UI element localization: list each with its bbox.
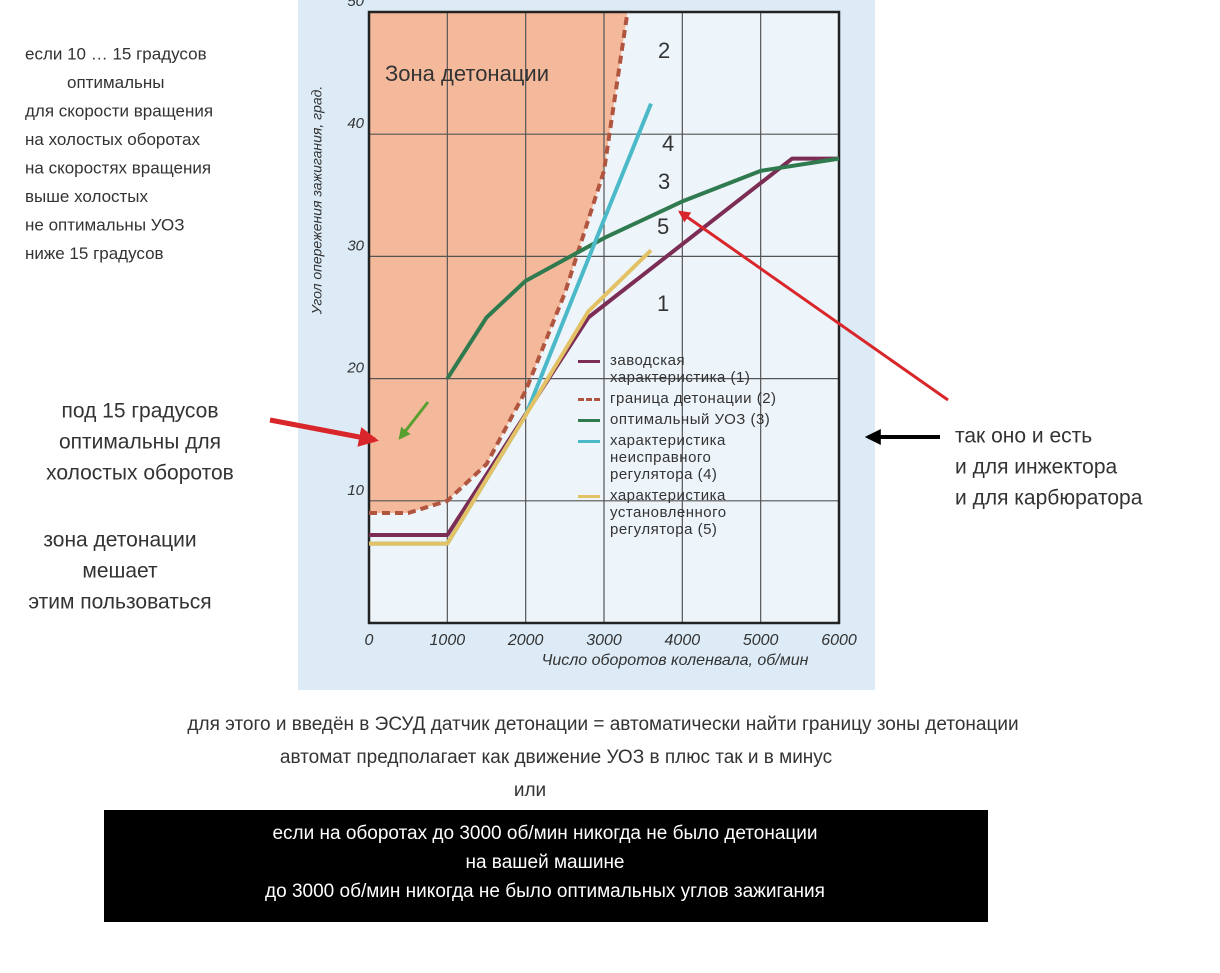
curve-label: 3 xyxy=(658,169,670,194)
note-line: и для инжектора xyxy=(955,456,1117,479)
notes: если 10 … 15 градусов оптимальны для скоро… xyxy=(25,44,1143,902)
legend-swatch xyxy=(578,440,600,443)
series-line xyxy=(369,156,839,538)
arrow xyxy=(269,417,379,447)
legend-label: оптимальный УОЗ (3) xyxy=(610,411,771,428)
legend-label: характеристика установленного регулятора… xyxy=(610,487,727,538)
note-line: для скорости вращения xyxy=(25,101,213,120)
x-tick-label: 0 xyxy=(365,632,374,649)
y-tick-label: 10 xyxy=(347,482,364,499)
legend-swatch xyxy=(578,419,600,422)
x-tick-label: 3000 xyxy=(586,632,622,649)
note-box xyxy=(104,810,988,922)
note-line: если на оборотах до 3000 об/мин никогда … xyxy=(272,823,817,844)
x-tick-label: 5000 xyxy=(743,632,779,649)
note-line: не оптимальны УОЗ xyxy=(25,215,184,234)
zone-label: Зона детонации xyxy=(385,61,549,86)
note-line: на холостых оборотах xyxy=(25,130,200,149)
curve-label: 2 xyxy=(658,38,670,63)
y-axis-title: Угол опережения зажигания, град. xyxy=(309,86,325,316)
detonation-zone xyxy=(369,12,628,514)
legend-item: граница детонации (2) xyxy=(578,390,848,407)
x-tick-label: 1000 xyxy=(430,632,466,649)
x-tick-label: 2000 xyxy=(507,632,544,649)
note-line: выше холостых xyxy=(25,187,149,206)
legend-label: заводская характеристика (1) xyxy=(610,352,751,386)
legend-swatch xyxy=(578,495,600,498)
note-line: этим пользоваться xyxy=(28,591,211,614)
note-line: оптимальны для xyxy=(59,431,221,454)
note-line: автомат предполагает как движение УОЗ в … xyxy=(280,747,832,768)
curve-label: 4 xyxy=(662,131,674,156)
note-line: для этого и введён в ЭСУД датчик детонац… xyxy=(187,714,1018,735)
note-line: и для карбюратора xyxy=(955,487,1143,510)
legend-label: граница детонации (2) xyxy=(610,390,777,407)
series-line xyxy=(369,11,630,516)
y-tick-label: 20 xyxy=(346,360,364,377)
note-line: ниже 15 градусов xyxy=(25,244,164,263)
legend-item: характеристика установленного регулятора… xyxy=(578,487,848,538)
curve-label: 5 xyxy=(657,214,669,239)
x-tick-label: 6000 xyxy=(821,632,857,649)
note-line: на скоростях вращения xyxy=(25,158,211,177)
y-tick-label: 40 xyxy=(347,115,364,132)
series-line xyxy=(445,156,840,380)
note-line: зона детонации xyxy=(43,529,196,552)
note-line: холостых оборотов xyxy=(46,462,234,485)
legend-swatch xyxy=(578,360,600,363)
curve-label: 1 xyxy=(657,291,669,316)
x-axis-title: Число оборотов коленвала, об/мин xyxy=(542,652,809,669)
arrow xyxy=(678,210,949,402)
series-line xyxy=(369,248,653,546)
legend-item: характеристика неисправного регулятора (… xyxy=(578,432,848,483)
note-line: или xyxy=(514,780,546,801)
note-line: под 15 градусов xyxy=(62,400,219,423)
note-line: так оно и есть xyxy=(955,425,1092,448)
legend-item: оптимальный УОЗ (3) xyxy=(578,411,848,428)
legend-swatch xyxy=(578,398,600,401)
plot: 0 1000 2000 3000 4000 5000 6000 10 20 30 40 50 1 2 3 4 5 xyxy=(346,0,857,649)
legend-item: заводская характеристика (1) xyxy=(578,352,848,386)
note-line: мешает xyxy=(82,560,158,583)
x-tick-label: 4000 xyxy=(665,632,701,649)
note-line: до 3000 об/мин никогда не было оптимальн… xyxy=(265,881,825,902)
y-tick-label: 50 xyxy=(347,0,364,10)
note-line: оптимальны xyxy=(67,73,164,92)
legend-label: характеристика неисправного регулятора (… xyxy=(610,432,726,483)
plot-frame xyxy=(367,10,841,625)
note-line: на вашей машине xyxy=(465,852,624,873)
y-tick-label: 30 xyxy=(347,237,364,254)
legend: заводская характеристика (1) граница дето… xyxy=(578,352,848,542)
note-line: если 10 … 15 градусов xyxy=(25,44,207,63)
arrow xyxy=(398,401,430,440)
